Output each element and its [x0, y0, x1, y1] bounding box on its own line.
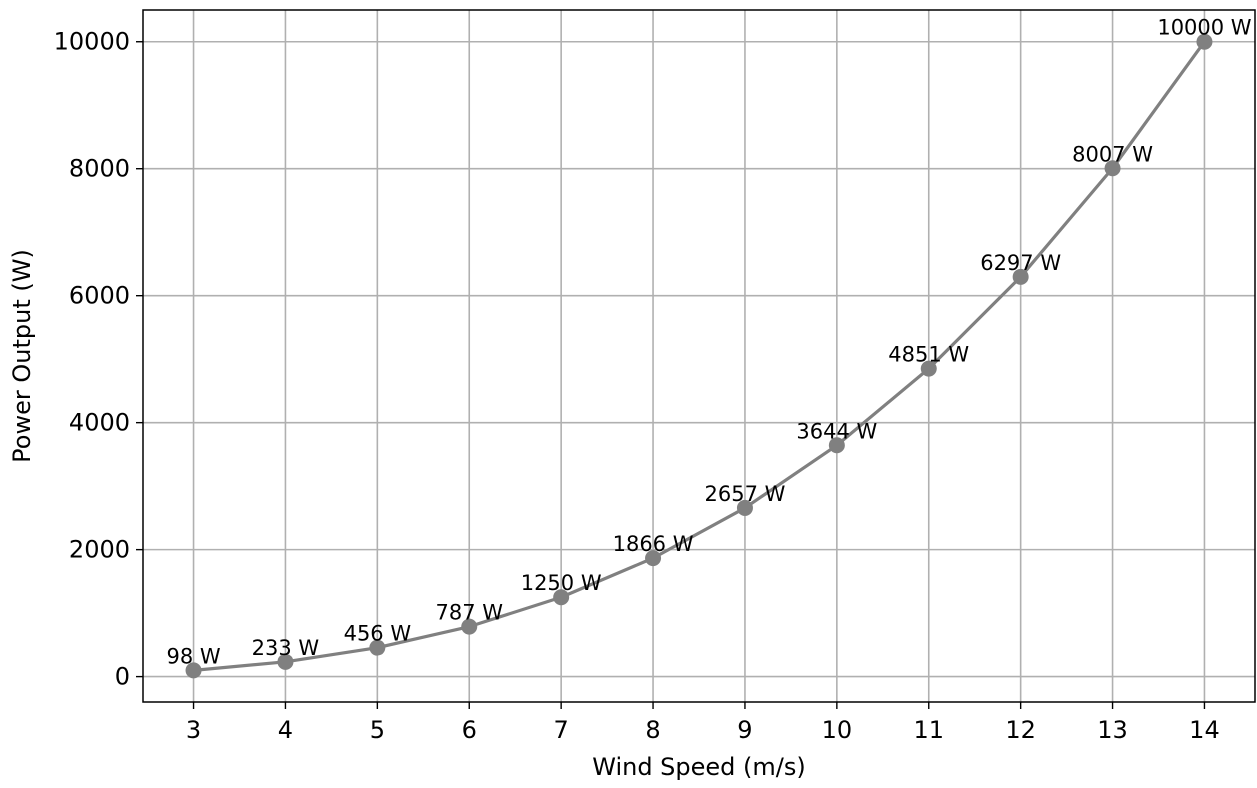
data-label: 10000 W: [1157, 16, 1251, 40]
y-tick-label: 8000: [69, 155, 130, 183]
x-tick-label: 7: [554, 716, 569, 744]
data-label: 98 W: [166, 644, 220, 668]
data-point: [920, 360, 937, 377]
grid: [143, 10, 1255, 702]
axes: 3 4 5 6 7 8 9 10 11 12 13 14 0 2000 4000 6000 8000 10000: [54, 28, 1220, 744]
x-tick-label: 3: [186, 716, 201, 744]
data-label: 1866 W: [613, 532, 694, 556]
x-tick-label: 6: [462, 716, 477, 744]
data-label: 6297 W: [980, 251, 1061, 275]
x-tick-label: 10: [822, 716, 853, 744]
series-line: [193, 40, 1206, 672]
data-point: [369, 639, 386, 656]
data-label: 787 W: [435, 601, 503, 625]
data-point: [828, 437, 845, 454]
data-label: 8007 W: [1072, 142, 1153, 166]
data-point: [1012, 268, 1029, 285]
x-tick-label: 9: [737, 716, 752, 744]
y-axis-label: Power Output (W): [8, 249, 36, 463]
data-point: [185, 662, 202, 679]
data-label: 2657 W: [705, 482, 786, 506]
x-tick-label: 5: [370, 716, 385, 744]
data-label: 3644 W: [796, 419, 877, 443]
plot-frame: [142, 9, 1256, 703]
y-tick-label: 4000: [69, 409, 130, 437]
x-tick-label: 11: [913, 716, 944, 744]
y-tick-label: 6000: [69, 282, 130, 310]
y-tick-label: 2000: [69, 536, 130, 564]
x-tick-label: 4: [278, 716, 293, 744]
y-tick-label: 10000: [54, 28, 130, 56]
data-labels: 98 W 233 W 456 W 787 W 1250 W 1866 W 2657 W 364…: [166, 16, 1251, 669]
data-label: 4851 W: [888, 343, 969, 367]
series-power-output: [185, 33, 1213, 679]
x-tick-label: 12: [1005, 716, 1036, 744]
data-label: 1250 W: [521, 571, 602, 595]
data-point: [736, 499, 753, 516]
x-tick-label: 13: [1097, 716, 1128, 744]
x-tick-label: 14: [1189, 716, 1220, 744]
data-point: [1104, 160, 1121, 177]
x-axis-label: Wind Speed (m/s): [592, 753, 806, 781]
data-label: 456 W: [344, 622, 412, 646]
data-label: 233 W: [252, 636, 320, 660]
y-tick-label: 0: [115, 663, 130, 691]
data-point: [1196, 33, 1213, 50]
data-point: [553, 589, 570, 606]
data-point: [277, 653, 294, 670]
x-tick-label: 8: [645, 716, 660, 744]
data-point: [461, 618, 478, 635]
data-point: [645, 550, 662, 567]
